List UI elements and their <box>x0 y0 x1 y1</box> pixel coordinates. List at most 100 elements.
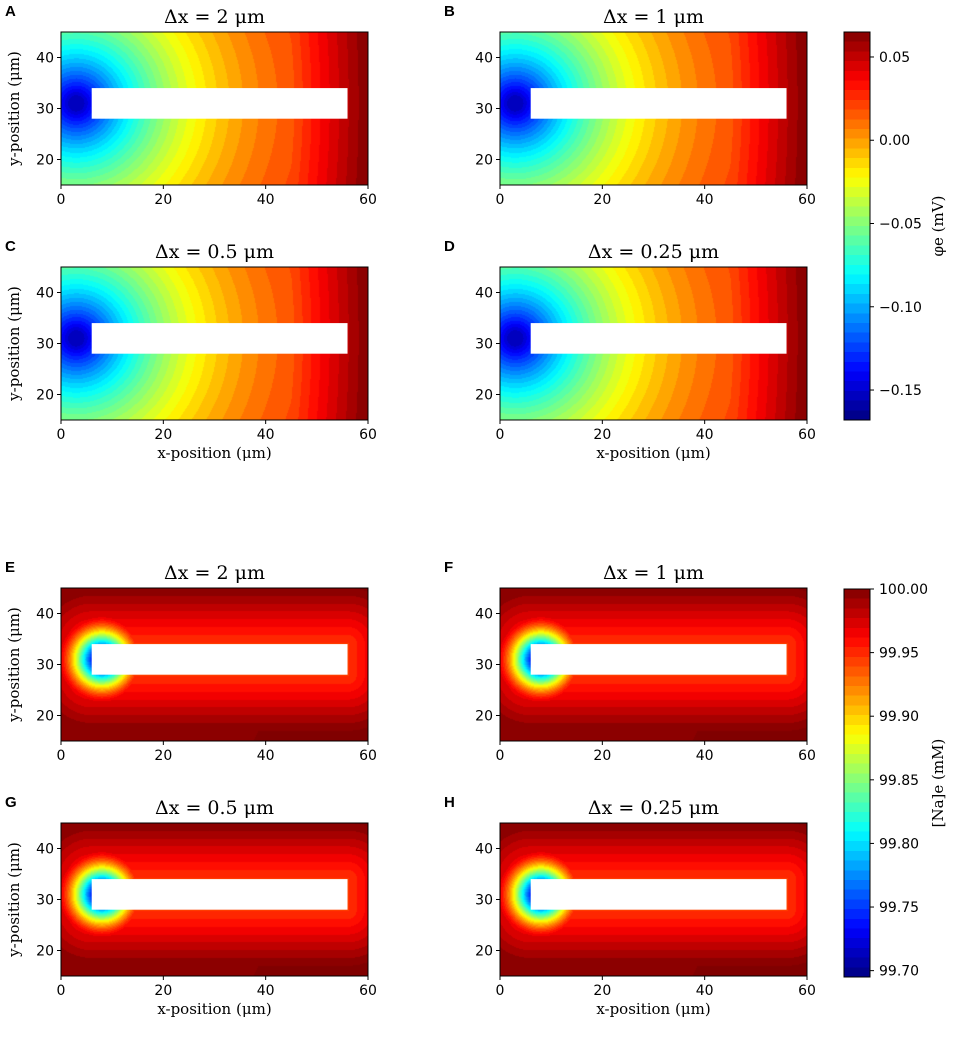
cell-rect <box>91 88 348 119</box>
panel-letter: F <box>444 559 453 576</box>
colorbar-na: 100.00 99.95 99.90 99.85 99.80 99.75 99.70 [Na]… <box>843 582 947 980</box>
colorbar-frame <box>843 588 871 978</box>
y-tick-label: 20 <box>36 388 54 404</box>
panel-h: 0 20 40 60 20 30 40 Δx = 0.25 μm Hx-position (μm… <box>444 794 816 1018</box>
y-tick-label: 20 <box>36 709 54 725</box>
x-tick-label: 60 <box>359 748 377 764</box>
colorbar-label: φe (mV) <box>929 196 947 257</box>
x-tick-label: 0 <box>496 983 505 999</box>
x-tick-label: 0 <box>57 748 66 764</box>
panel-title: Δx = 1 μm <box>603 562 704 584</box>
y-tick-label: 40 <box>36 51 54 67</box>
colorbar-tick-label: −0.15 <box>879 383 922 399</box>
panel-f: 0 20 40 60 20 30 40 Δx = 1 μm F <box>444 559 816 764</box>
x-axis-label: x-position (μm) <box>157 1000 271 1018</box>
y-tick-label: 40 <box>475 286 493 302</box>
panel-letter: C <box>5 238 16 255</box>
y-tick-label: 20 <box>475 388 493 404</box>
cell-rect <box>530 88 787 119</box>
y-axis-label: y-position (μm) <box>5 842 23 958</box>
x-tick-label: 60 <box>798 748 816 764</box>
y-tick-label: 40 <box>36 607 54 623</box>
x-axis-label: x-position (μm) <box>157 444 271 462</box>
x-tick-label: 20 <box>154 983 172 999</box>
x-tick-label: 60 <box>359 192 377 208</box>
cell-rect <box>530 644 787 675</box>
y-axis-label: y-position (μm) <box>5 51 23 167</box>
panel-letter: A <box>5 3 16 20</box>
x-tick-label: 40 <box>696 427 714 443</box>
y-tick-label: 30 <box>36 337 54 353</box>
panel-title: Δx = 0.25 μm <box>588 797 719 819</box>
panel-letter: G <box>5 794 17 811</box>
colorbar-tick-label: 0.05 <box>879 50 910 66</box>
x-tick-label: 60 <box>359 983 377 999</box>
x-tick-label: 20 <box>593 983 611 999</box>
x-tick-label: 40 <box>257 748 275 764</box>
colorbar-tick-label: −0.05 <box>879 217 922 233</box>
x-tick-label: 20 <box>154 192 172 208</box>
panel-g: 0 20 40 60 20 30 40 Δx = 0.5 μm Gx-position (μm)… <box>5 794 377 1018</box>
x-tick-label: 60 <box>359 427 377 443</box>
cell-rect <box>530 879 787 910</box>
panel-c: 0 20 40 60 20 30 40 Δx = 0.5 μm Cx-position (μm)… <box>5 238 377 462</box>
y-tick-label: 40 <box>475 607 493 623</box>
panel-title: Δx = 0.5 μm <box>155 241 274 263</box>
x-tick-label: 0 <box>57 192 66 208</box>
y-tick-label: 20 <box>475 153 493 169</box>
y-tick-label: 30 <box>36 658 54 674</box>
panel-title: Δx = 1 μm <box>603 6 704 28</box>
x-tick-label: 40 <box>696 983 714 999</box>
panel-letter: B <box>444 3 455 20</box>
y-tick-label: 30 <box>36 893 54 909</box>
colorbar-tick-label: 99.75 <box>879 900 919 916</box>
panel-d: 0 20 40 60 20 30 40 Δx = 0.25 μm Dx-position (μm… <box>444 238 816 462</box>
colorbar-phi: 0.05 0.00 −0.05 −0.10 −0.15 φe (mV) <box>843 31 947 421</box>
y-tick-label: 20 <box>36 944 54 960</box>
x-tick-label: 40 <box>257 983 275 999</box>
x-tick-label: 40 <box>696 192 714 208</box>
x-tick-label: 40 <box>257 427 275 443</box>
panel-title: Δx = 2 μm <box>164 6 265 28</box>
y-tick-label: 20 <box>475 944 493 960</box>
y-tick-label: 30 <box>475 337 493 353</box>
cell-rect <box>91 644 348 675</box>
y-tick-label: 40 <box>475 842 493 858</box>
x-tick-label: 0 <box>57 427 66 443</box>
panel-letter: D <box>444 238 455 255</box>
colorbar-tick-label: 99.70 <box>879 964 919 980</box>
x-tick-label: 40 <box>257 192 275 208</box>
x-tick-label: 20 <box>593 192 611 208</box>
x-tick-label: 20 <box>154 748 172 764</box>
y-axis-label: y-position (μm) <box>5 286 23 402</box>
colorbar-tick-label: 99.85 <box>879 773 919 789</box>
colorbar-frame <box>843 31 871 421</box>
panel-title: Δx = 2 μm <box>164 562 265 584</box>
y-tick-label: 40 <box>36 842 54 858</box>
x-axis-label: x-position (μm) <box>596 1000 710 1018</box>
colorbar-tick-label: −0.10 <box>879 300 922 316</box>
panel-title: Δx = 0.25 μm <box>588 241 719 263</box>
x-tick-label: 40 <box>696 748 714 764</box>
colorbar-tick-label: 100.00 <box>879 582 928 598</box>
cell-rect <box>530 323 787 354</box>
x-tick-label: 0 <box>57 983 66 999</box>
colorbar-tick-label: 0.00 <box>879 133 910 149</box>
panel-e: 0 20 40 60 20 30 40 Δx = 2 μm Ey-position (μm) <box>5 559 377 764</box>
x-tick-label: 0 <box>496 192 505 208</box>
y-tick-label: 30 <box>36 102 54 118</box>
y-tick-label: 40 <box>36 286 54 302</box>
x-tick-label: 20 <box>154 427 172 443</box>
panel-a: 0 20 40 60 20 30 40 Δx = 2 μm Ay-position (μm) <box>5 3 377 208</box>
x-tick-label: 20 <box>593 427 611 443</box>
cell-rect <box>91 323 348 354</box>
x-tick-label: 60 <box>798 192 816 208</box>
y-tick-label: 40 <box>475 51 493 67</box>
y-tick-label: 30 <box>475 893 493 909</box>
y-tick-label: 30 <box>475 102 493 118</box>
cell-rect <box>91 879 348 910</box>
x-tick-label: 60 <box>798 427 816 443</box>
x-tick-label: 60 <box>798 983 816 999</box>
colorbar-tick-label: 99.80 <box>879 836 919 852</box>
